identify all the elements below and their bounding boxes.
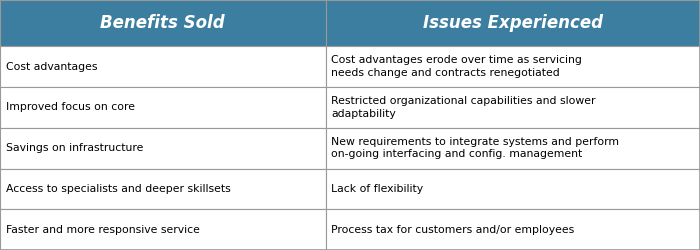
Bar xyxy=(0,0,700,46)
Bar xyxy=(326,87,700,128)
Bar xyxy=(0,168,326,209)
Text: Process tax for customers and/or employees: Process tax for customers and/or employe… xyxy=(331,224,574,234)
Text: Faster and more responsive service: Faster and more responsive service xyxy=(6,224,199,234)
Bar xyxy=(326,46,700,87)
Text: Benefits Sold: Benefits Sold xyxy=(100,14,225,32)
Text: New requirements to integrate systems and perform
on-going interfacing and confi: New requirements to integrate systems an… xyxy=(331,137,619,159)
Text: Restricted organizational capabilities and slower
adaptability: Restricted organizational capabilities a… xyxy=(331,96,596,118)
Text: Lack of flexibility: Lack of flexibility xyxy=(331,184,424,194)
Text: Access to specialists and deeper skillsets: Access to specialists and deeper skillse… xyxy=(6,184,230,194)
Bar xyxy=(326,128,700,168)
Bar xyxy=(0,87,326,128)
Text: Cost advantages erode over time as servicing
needs change and contracts renegoti: Cost advantages erode over time as servi… xyxy=(331,56,582,78)
Text: Cost advantages: Cost advantages xyxy=(6,62,97,72)
Bar xyxy=(326,209,700,250)
Text: Issues Experienced: Issues Experienced xyxy=(423,14,603,32)
Bar xyxy=(0,46,326,87)
Bar xyxy=(0,128,326,168)
Text: Savings on infrastructure: Savings on infrastructure xyxy=(6,143,143,153)
Bar xyxy=(0,209,326,250)
Bar xyxy=(326,168,700,209)
Text: Improved focus on core: Improved focus on core xyxy=(6,102,134,113)
